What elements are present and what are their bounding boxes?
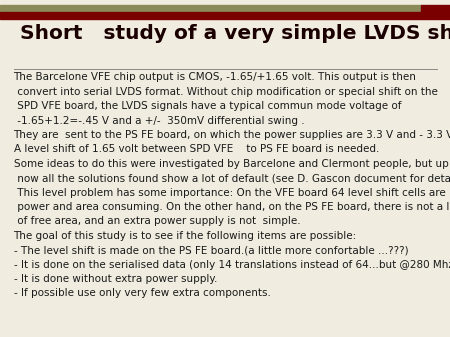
Bar — [0, 12, 450, 19]
Bar — [0, 5, 421, 12]
Bar — [421, 5, 450, 12]
Text: The Barcelone VFE chip output is CMOS, -1.65/+1.65 volt. This output is then
 co: The Barcelone VFE chip output is CMOS, -… — [14, 72, 450, 299]
Text: Short   study of a very simple LVDS shift: Short study of a very simple LVDS shift — [20, 24, 450, 42]
